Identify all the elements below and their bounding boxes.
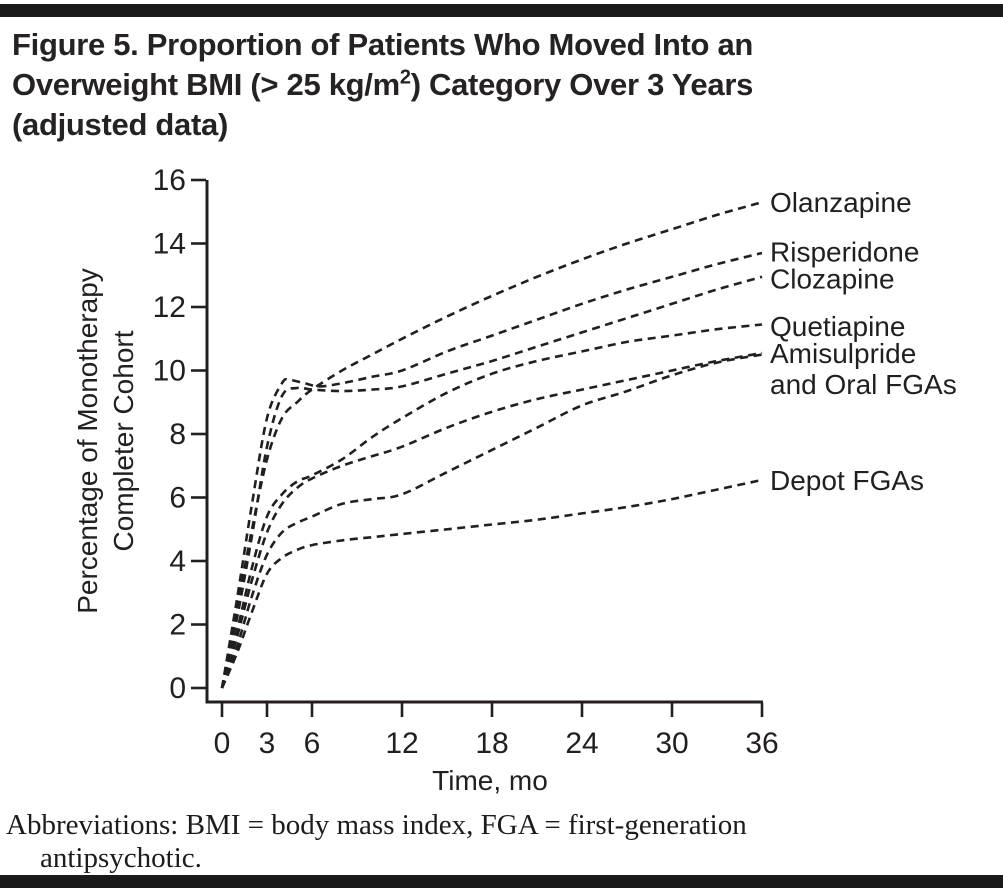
y-axis-title-line2: Completer Cohort [108,330,139,551]
y-tick-label: 12 [153,291,186,324]
x-tick-label: 12 [385,727,418,760]
series-depot-fgas [220,478,763,689]
figure-footnote: Abbreviations: BMI = body mass index, FG… [6,809,996,875]
top-rule [0,4,1003,17]
chart-area: 0 2 4 6 8 10 12 14 16 0 3 6 12 18 24 30 36 Time, mo Percen… [0,164,1003,815]
x-tick-label: 36 [745,727,778,760]
x-tick-label: 3 [259,727,276,760]
curve-label: Quetiapine [770,311,905,342]
series-oral-fgas [220,353,763,689]
series-clozapine [220,275,763,689]
y-tick-label: 0 [169,672,186,705]
footnote-line1: Abbreviations: BMI = body mass index, FG… [6,809,747,841]
y-tick-label: 16 [153,165,186,197]
superscript-2: 2 [399,66,411,89]
figure-title-line3: (adjusted data) [12,107,228,142]
y-axis-title-line1: Percentage of Monotherapy [72,268,103,614]
curve-label: and Oral FGAs [770,369,957,400]
curve-label: Depot FGAs [770,465,924,496]
y-tick-label: 8 [169,418,186,451]
figure-title-line2: Overweight BMI (> 25 kg/m2) Category Ove… [12,66,754,102]
y-tick-label: 6 [169,482,186,515]
y-tick-label: 2 [169,609,186,642]
series-amisulpride [220,351,763,689]
x-tick-label: 0 [214,727,231,760]
series-quetiapine [220,323,763,689]
figure-title: Figure 5. Proportion of Patients Who Mov… [12,25,992,145]
footnote-line2: antipsychotic. [40,842,202,874]
y-tick-label: 4 [169,545,186,578]
curve-label: Amisulpride [770,338,916,369]
y-tick-label: 14 [153,228,186,261]
y-tick-label: 10 [153,355,186,388]
curve-label: Olanzapine [770,187,912,218]
axis-spines [205,180,763,704]
series-risperidone [220,251,763,689]
x-tick-label: 30 [655,727,688,760]
x-tick-label: 18 [475,727,508,760]
x-tick-label: 24 [565,727,598,760]
x-tick-label: 6 [304,727,321,760]
bottom-rule [0,875,1003,888]
curve-label: Risperidone [770,236,919,267]
curve-label: Clozapine [770,263,895,294]
x-axis-title: Time, mo [432,765,548,796]
figure-title-line1: Figure 5. Proportion of Patients Who Mov… [12,27,754,62]
